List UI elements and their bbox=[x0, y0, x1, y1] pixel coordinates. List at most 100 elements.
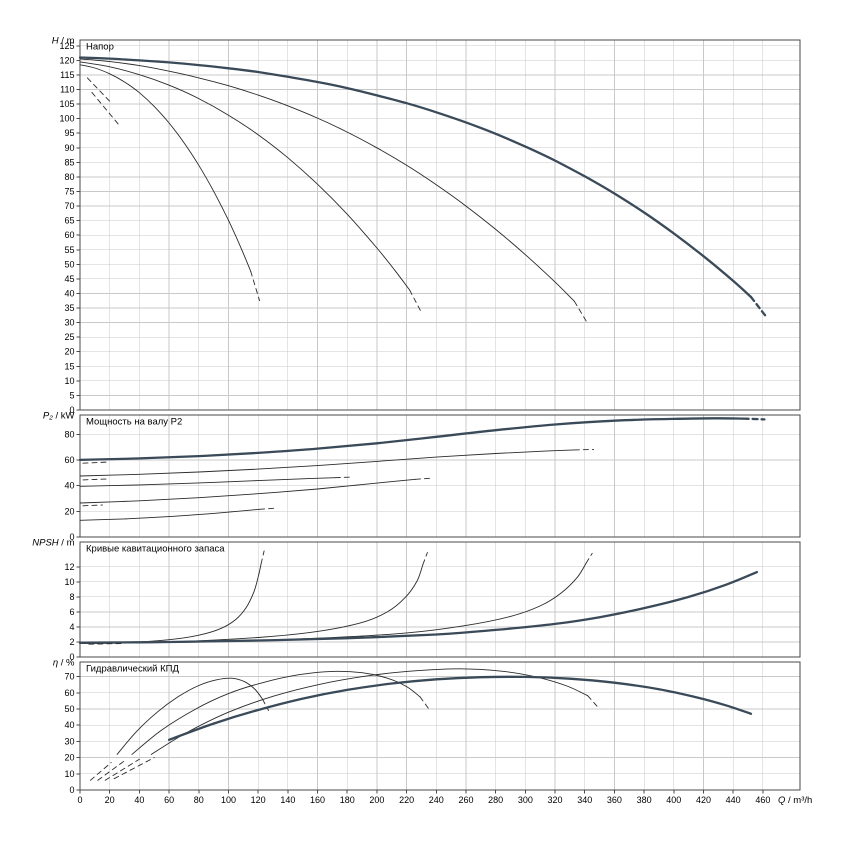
y-tick-label: 6 bbox=[69, 607, 74, 617]
npsh-curve-2-ext bbox=[422, 552, 428, 565]
y-tick-label: 0 bbox=[69, 532, 74, 542]
panel-head: 0 5 10 15 20 25 30 35 40 45 50 55 60 65 70 75 80 85 90 95 10… bbox=[52, 36, 801, 415]
y-tick-label: 85 bbox=[64, 157, 74, 167]
x-tick-label: 140 bbox=[280, 795, 295, 805]
head-curve-max bbox=[78, 56, 753, 299]
y-tick-label: 90 bbox=[64, 143, 74, 153]
power-min-dash-a bbox=[82, 461, 108, 464]
y-tick-label: 40 bbox=[64, 288, 74, 298]
power-curve-2b bbox=[79, 477, 336, 487]
panel-border bbox=[79, 39, 801, 411]
power-curve-1-ext bbox=[259, 507, 275, 510]
power-curve-2-ext bbox=[415, 477, 434, 480]
eff-curve-2 bbox=[131, 670, 421, 755]
npsh-curve-3-ext bbox=[585, 552, 593, 564]
y-tick-label: 70 bbox=[64, 672, 74, 682]
x-tick-label: 260 bbox=[458, 795, 473, 805]
y-tick-label: 40 bbox=[64, 481, 74, 491]
y-tick-label: 35 bbox=[64, 303, 74, 313]
y-tick-label: 60 bbox=[64, 688, 74, 698]
eff-lead-dash-2 bbox=[97, 760, 125, 781]
x-tick-label: 120 bbox=[251, 795, 266, 805]
panel-title: Гидравлический КПД bbox=[86, 664, 179, 675]
panel-border bbox=[79, 414, 801, 538]
y-tick-label: 45 bbox=[64, 274, 74, 284]
x-tick-label: 0 bbox=[77, 795, 82, 805]
y-tick-label: 75 bbox=[64, 186, 74, 196]
panel-title: Мощность на валу P2 bbox=[86, 417, 182, 428]
head-curve-max-ext bbox=[749, 295, 769, 320]
y-axis-unit-label: η / % bbox=[53, 658, 75, 669]
head-curve-2-ext bbox=[409, 289, 422, 313]
y-tick-label: 125 bbox=[59, 41, 74, 51]
x-tick-label: 240 bbox=[429, 795, 444, 805]
head-curve-2 bbox=[79, 61, 411, 291]
x-tick-label: 200 bbox=[369, 795, 384, 805]
eff-lead-dash-3 bbox=[104, 758, 140, 781]
x-tick-label: 60 bbox=[164, 795, 174, 805]
eff-lead-dash-1 bbox=[89, 762, 112, 781]
power-min-dash-c bbox=[82, 504, 103, 507]
power-curve-2 bbox=[79, 478, 416, 504]
y-tick-label: 60 bbox=[64, 455, 74, 465]
npsh-curve-1 bbox=[79, 563, 262, 644]
y-tick-label: 110 bbox=[60, 85, 74, 95]
panel-efficiency: 0 10 20 30 40 50 60 70 η / % Гидравлический КПД bbox=[53, 658, 801, 795]
power-min-dash-b bbox=[82, 478, 108, 481]
eff-curve-3-ext bbox=[587, 695, 599, 708]
x-tick-label: 20 bbox=[105, 795, 115, 805]
power-curve-max-ext bbox=[742, 417, 766, 421]
y-tick-label: 0 bbox=[69, 785, 74, 795]
power-curve-1 bbox=[79, 508, 261, 521]
y-tick-label: 4 bbox=[69, 622, 74, 632]
panel-title: Напор bbox=[86, 42, 114, 53]
panel-border bbox=[79, 541, 801, 658]
x-tick-label: 300 bbox=[518, 795, 533, 805]
y-tick-label: 10 bbox=[64, 376, 74, 386]
x-tick-label: 460 bbox=[755, 795, 770, 805]
x-tick-label: 380 bbox=[637, 795, 652, 805]
y-tick-label: 100 bbox=[59, 114, 74, 124]
y-tick-label: 15 bbox=[64, 361, 74, 371]
head-min-flow-dash-2 bbox=[91, 91, 120, 125]
y-tick-label: 105 bbox=[59, 99, 74, 109]
x-tick-label: 440 bbox=[726, 795, 741, 805]
npsh-curve-max bbox=[78, 570, 759, 644]
y-tick-label: 60 bbox=[64, 230, 74, 240]
power-curve-3 bbox=[79, 449, 575, 477]
eff-lead-dash-4 bbox=[113, 757, 155, 780]
y-tick-label: 5 bbox=[69, 390, 74, 400]
head-curve-1 bbox=[79, 64, 252, 272]
x-axis: 0 20 40 60 80 100 120 140 160 180 200 220 240 260 280 3… bbox=[77, 790, 812, 806]
y-tick-label: 30 bbox=[64, 736, 74, 746]
x-tick-label: 160 bbox=[310, 795, 325, 805]
eff-curve-1 bbox=[116, 677, 264, 755]
y-tick-label: 20 bbox=[64, 506, 74, 516]
npsh-curve-3 bbox=[79, 562, 587, 644]
x-tick-label: 420 bbox=[696, 795, 711, 805]
x-tick-label: 400 bbox=[666, 795, 681, 805]
x-axis-unit-label: Q / m³/h bbox=[778, 795, 812, 806]
y-tick-label: 115 bbox=[60, 70, 74, 80]
panel-npsh: 0 2 4 6 8 10 12 NPSH / m Кривые кавитационного з… bbox=[32, 538, 801, 662]
head-curve-3 bbox=[79, 58, 575, 302]
y-tick-label: 70 bbox=[64, 201, 74, 211]
y-axis-unit-label: H / m bbox=[52, 36, 75, 47]
head-min-flow-dash-1 bbox=[86, 77, 111, 102]
x-tick-label: 100 bbox=[221, 795, 236, 805]
y-tick-label: 20 bbox=[64, 753, 74, 763]
y-tick-label: 30 bbox=[64, 318, 74, 328]
y-tick-label: 0 bbox=[69, 405, 74, 415]
y-tick-label: 120 bbox=[59, 55, 74, 65]
y-tick-label: 10 bbox=[64, 769, 74, 779]
y-tick-label: 50 bbox=[64, 704, 74, 714]
eff-curve-max bbox=[167, 675, 753, 741]
eff-curve-1-ext bbox=[262, 698, 269, 712]
y-tick-label: 65 bbox=[64, 216, 74, 226]
y-tick-label: 95 bbox=[64, 128, 74, 138]
power-curve-max bbox=[78, 417, 745, 462]
y-tick-label: 8 bbox=[69, 592, 74, 602]
y-tick-label: 0 bbox=[69, 652, 74, 662]
